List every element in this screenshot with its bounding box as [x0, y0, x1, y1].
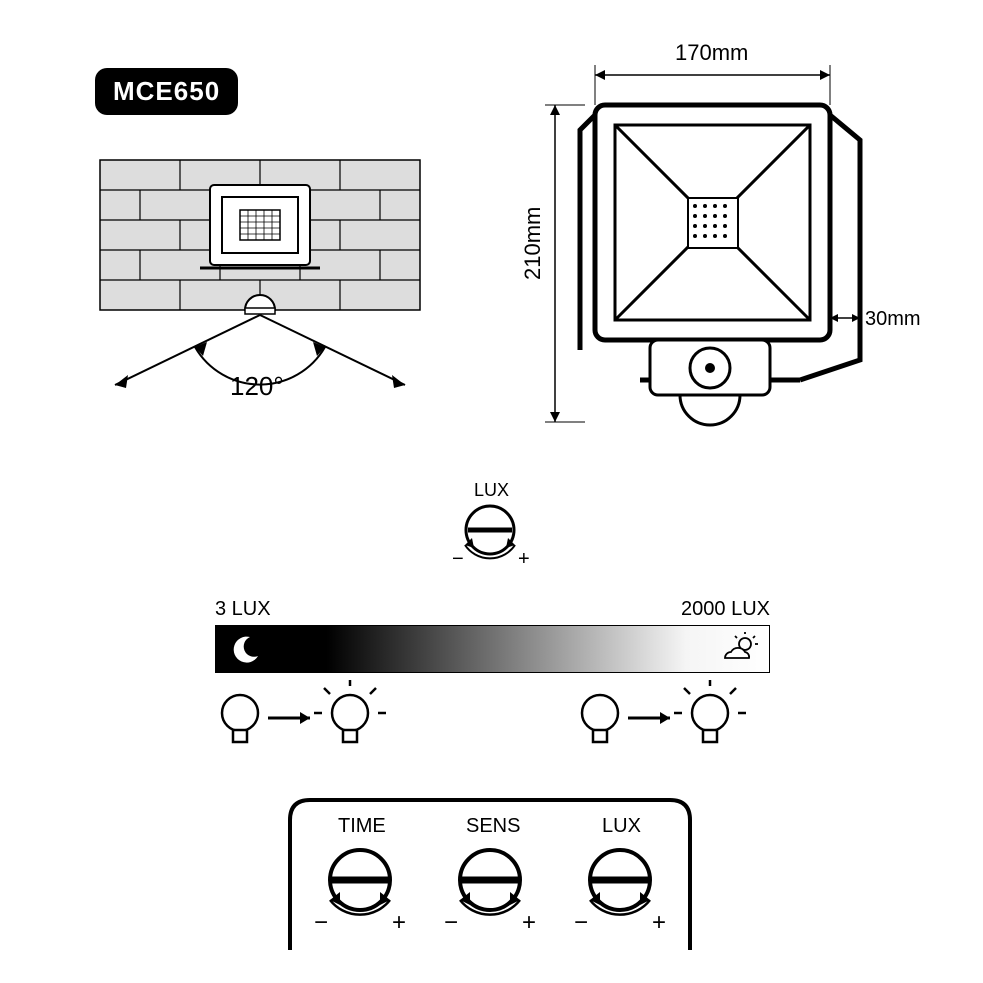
svg-text:−: −: [314, 909, 328, 936]
dial-lux: LUX − +: [574, 815, 666, 936]
lux-high-label: 2000 LUX: [681, 598, 770, 621]
bulb-off-icon-2: [582, 695, 618, 742]
svg-text:−: −: [444, 909, 458, 936]
lux-dial-label: LUX: [474, 480, 509, 500]
model-text: MCE650: [113, 76, 220, 106]
arrow-icon-1: [268, 712, 310, 724]
sun-cloud-icon: [717, 632, 759, 668]
dial-lux-label: LUX: [602, 815, 641, 837]
floodlight-body: [595, 105, 830, 340]
lux-dial-top: LUX − +: [440, 480, 540, 570]
pir-sensor: [650, 340, 770, 425]
dim-width-label: 170mm: [675, 40, 748, 65]
dim-depth: 30mm: [830, 305, 921, 330]
moon-icon: [230, 634, 262, 666]
angle-label: 120°: [230, 371, 284, 401]
dial-sens: SENS − +: [444, 815, 536, 936]
svg-text:+: +: [652, 909, 666, 936]
svg-text:+: +: [392, 909, 406, 936]
dim-width: 170mm: [595, 40, 830, 105]
bulb-transitions: [200, 680, 800, 770]
dial-time: TIME − +: [314, 815, 406, 936]
dim-height: 210mm: [520, 105, 585, 422]
dial-sens-label: SENS: [466, 815, 520, 837]
bulb-on-icon-1: [314, 680, 386, 742]
svg-text:+: +: [522, 909, 536, 936]
dial-time-label: TIME: [338, 815, 386, 837]
model-badge: MCE650: [95, 68, 238, 115]
svg-text:+: +: [518, 548, 530, 570]
dimension-drawing: 170mm 210mm: [500, 20, 930, 450]
svg-text:−: −: [452, 548, 464, 570]
lux-scale-bar: 3 LUX 2000 LUX: [215, 598, 770, 673]
bulb-off-icon-1: [222, 695, 258, 742]
lux-low-label: 3 LUX: [215, 598, 271, 621]
dim-height-label: 210mm: [520, 207, 545, 280]
svg-text:−: −: [574, 909, 588, 936]
control-panel: TIME − + SENS − + LUX −: [270, 790, 710, 960]
wall-mount-illustration: 120°: [80, 150, 440, 430]
bulb-on-icon-2: [674, 680, 746, 742]
diagram-root: MCE650: [0, 0, 983, 983]
dim-depth-label: 30mm: [865, 308, 921, 330]
arrow-icon-2: [628, 712, 670, 724]
